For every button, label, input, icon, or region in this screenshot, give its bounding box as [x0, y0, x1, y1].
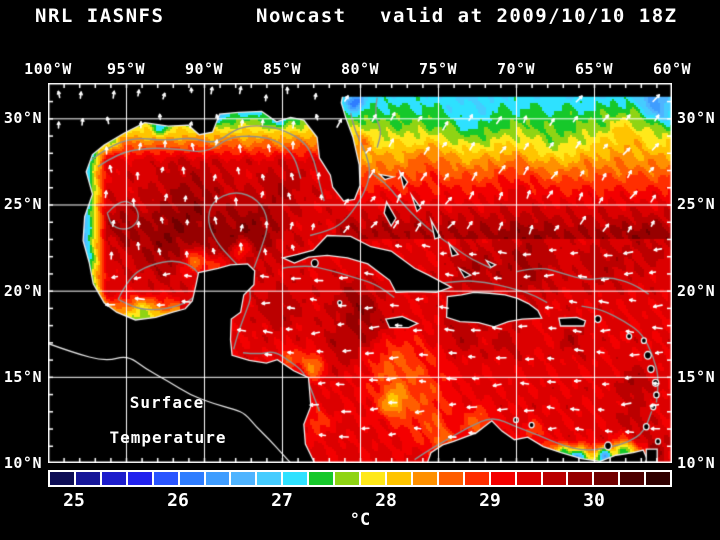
colorbar-tick: 27: [271, 490, 293, 511]
colorbar-cell: [205, 472, 230, 485]
lon-tick-label: 60°W: [652, 60, 692, 78]
colorbar-cell: [516, 472, 541, 485]
lon-tick-label: 100°W: [24, 60, 72, 78]
lat-tick-label: 20°N: [3, 281, 42, 300]
colorbar-cell: [335, 472, 360, 485]
colorbar-tick-labels: 25 26 27 28 29 30: [48, 490, 672, 511]
colorbar-cell: [231, 472, 256, 485]
colorbar-tick: 26: [167, 490, 189, 511]
colorbar-cell: [283, 472, 308, 485]
sst-map-canvas: [48, 83, 672, 463]
colorbar-cell: [646, 472, 671, 485]
colorbar-tick: 29: [479, 490, 501, 511]
lon-tick-label: 95°W: [106, 60, 146, 78]
colorbar-cell: [153, 472, 178, 485]
lon-tick-label: 75°W: [418, 60, 458, 78]
colorbar-tick: 28: [375, 490, 397, 511]
colorbar-tick: 30: [583, 490, 605, 511]
colorbar-cell: [309, 472, 334, 485]
colorbar-tick: 25: [63, 490, 85, 511]
sst-colorbar: [48, 470, 672, 487]
colorbar-cell: [490, 472, 515, 485]
colorbar-cell: [101, 472, 126, 485]
lon-tick-label: 65°W: [574, 60, 614, 78]
lat-tick-label: 20°N: [677, 281, 716, 300]
colorbar-cell: [75, 472, 100, 485]
surface-label: Surface: [129, 393, 205, 412]
lon-tick-label: 70°W: [496, 60, 536, 78]
colorbar-cell: [464, 472, 489, 485]
colorbar-cell: [594, 472, 619, 485]
lat-tick-label: 15°N: [3, 367, 42, 386]
lat-tick-label: 30°N: [3, 109, 42, 128]
colorbar-cell: [50, 472, 74, 485]
colorbar-cell: [127, 472, 152, 485]
colorbar-unit-label: °C: [349, 510, 371, 530]
lon-tick-label: 85°W: [262, 60, 302, 78]
lat-tick-label: 15°N: [677, 367, 716, 386]
model-name-title: NRL IASNFS: [35, 5, 165, 27]
lon-tick-label: 80°W: [340, 60, 380, 78]
lat-tick-label: 25°N: [3, 195, 42, 214]
lat-tick-label: 10°N: [3, 454, 42, 472]
nowcast-title: Nowcast: [256, 5, 347, 27]
lat-tick-label: 10°N: [677, 454, 716, 472]
colorbar-cell: [386, 472, 411, 485]
lon-tick-label: 90°W: [184, 60, 224, 78]
valid-time-title: valid at 2009/10/10 18Z: [380, 5, 678, 27]
colorbar-cell: [542, 472, 567, 485]
temperature-label: Temperature: [109, 428, 227, 447]
colorbar-cell: [361, 472, 385, 485]
colorbar-cell: [257, 472, 282, 485]
lat-tick-label: 30°N: [677, 109, 716, 128]
colorbar-cell: [438, 472, 463, 485]
colorbar-cell: [412, 472, 437, 485]
colorbar-cell: [179, 472, 204, 485]
lat-tick-label: 25°N: [677, 195, 716, 214]
colorbar-cell: [620, 472, 645, 485]
colorbar-cell: [568, 472, 593, 485]
